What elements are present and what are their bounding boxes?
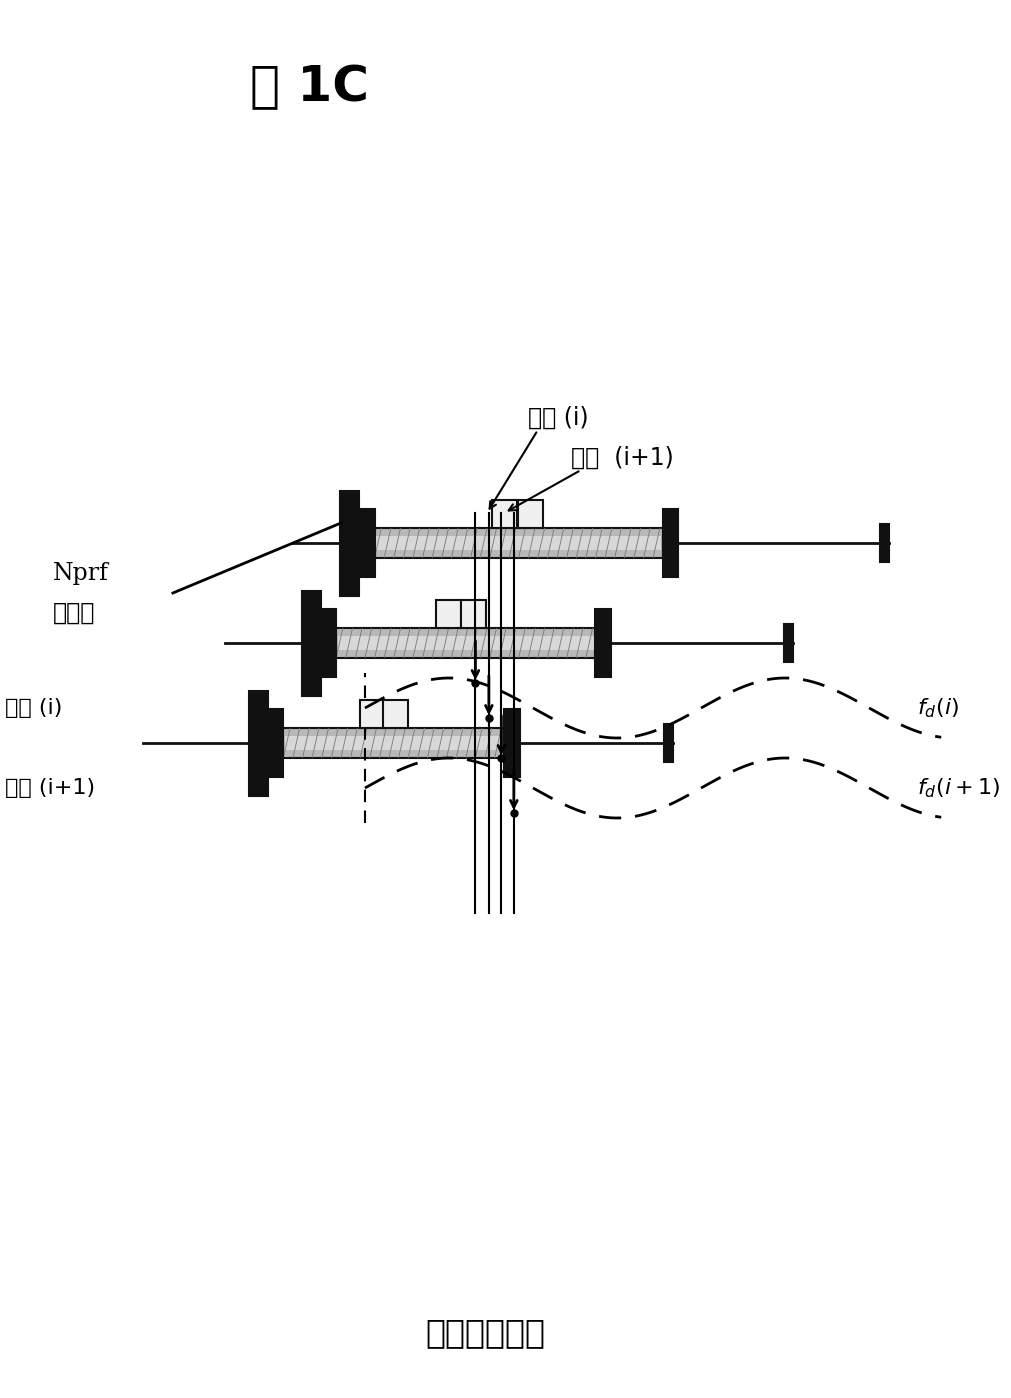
Text: $f_d(i)$: $f_d(i)$	[917, 696, 959, 720]
Bar	[504, 709, 520, 777]
Text: 测量的原理图: 测量的原理图	[425, 1317, 545, 1349]
Bar	[784, 625, 794, 661]
Text: 的数量: 的数量	[53, 601, 95, 625]
Bar	[376, 537, 661, 549]
Bar	[340, 491, 359, 596]
Bar	[436, 600, 461, 628]
Bar	[374, 528, 662, 558]
Bar	[518, 500, 543, 528]
Bar	[268, 709, 283, 777]
Bar	[663, 724, 673, 762]
Bar	[662, 509, 678, 577]
Text: 位置 (i): 位置 (i)	[5, 698, 63, 719]
Bar	[338, 636, 593, 650]
Text: $f_d(i+1)$: $f_d(i+1)$	[917, 776, 1001, 800]
Bar	[359, 509, 374, 577]
Bar	[285, 737, 502, 749]
Text: 位置  (i+1): 位置 (i+1)	[571, 446, 674, 470]
Bar	[360, 700, 385, 728]
Bar	[880, 524, 890, 562]
Text: 图 1C: 图 1C	[250, 63, 369, 110]
Bar	[301, 590, 320, 695]
Bar	[383, 700, 408, 728]
Bar	[320, 610, 336, 677]
Text: 位置 (i): 位置 (i)	[528, 405, 588, 431]
Text: Nprf: Nprf	[53, 562, 109, 584]
Bar	[336, 628, 595, 658]
Bar	[595, 610, 611, 677]
Bar	[491, 500, 517, 528]
Bar	[249, 691, 268, 795]
Bar	[283, 728, 504, 758]
Text: 位置 (i+1): 位置 (i+1)	[5, 779, 95, 798]
Bar	[461, 600, 486, 628]
